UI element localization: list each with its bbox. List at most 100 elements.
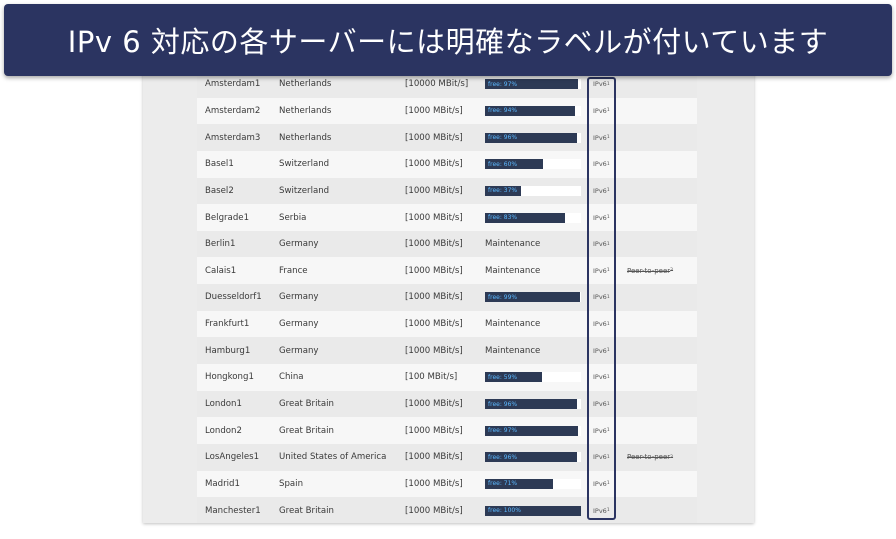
ipv6-text: IPv6 [593,106,607,115]
load-bar-label: free: 99% [488,293,518,301]
load-bar: free: 37% [485,185,581,196]
load-bar: free: 97% [485,79,581,90]
server-country: France [279,265,308,276]
server-name: London1 [205,399,242,409]
server-row: Basel1 Switzerland [1000 MBit/s] free: 60% I… [197,150,697,178]
load-bar: free: 97% [485,425,581,436]
p2p-footnote: 3 [670,454,674,460]
caption-banner: IPv 6 対応の各サーバーには明確なラベルが付いています [4,4,892,76]
load-bar-label: free: 97% [488,427,518,435]
load-bar-fill: free: 59% [485,372,542,383]
server-load: free: 99% [485,284,581,311]
server-country: Great Britain [279,425,334,436]
server-speed: [1000 MBit/s] [405,319,463,330]
load-bar-fill: free: 96% [485,132,578,143]
ipv6-footnote: 1 [606,215,610,221]
load-bar-label: free: 96% [488,134,518,142]
load-bar: free: 71% [485,478,581,489]
server-row: Manchester1 Great Britain [1000 MBit/s] fre… [197,497,697,523]
server-row: LosAngeles1 United States of America [1000… [197,443,697,471]
maintenance-label: Maintenance [485,265,541,276]
load-bar-label: free: 71% [488,480,518,488]
load-bar-label: free: 59% [488,373,518,381]
server-row: Berlin1 Germany [1000 MBit/s] Maintenance IP… [197,230,697,258]
ipv6-label: IPv6 1 [593,417,610,444]
server-name: Hamburg1 [205,345,251,356]
maintenance-label: Maintenance [485,319,541,330]
ipv6-footnote: 1 [606,428,610,434]
server-speed: [100 MBit/s] [405,372,458,383]
ipv6-text: IPv6 [593,426,607,435]
load-bar: free: 60% [485,159,581,170]
server-speed: [1000 MBit/s] [405,399,463,409]
server-load: free: 60% [485,151,581,178]
ipv6-label: IPv6 1 [593,364,610,391]
server-row: Amsterdam3 Netherlands [1000 MBit/s] free: … [197,124,697,151]
ipv6-label: IPv6 1 [593,284,610,311]
server-load: free: 71% [485,471,581,498]
load-bar-label: free: 100% [488,507,521,515]
load-bar: free: 99% [485,292,581,303]
ipv6-label: IPv6 1 [593,98,610,125]
ipv6-text: IPv6 [593,160,607,169]
load-bar-fill: free: 37% [485,185,521,196]
ipv6-footnote: 1 [606,188,610,194]
server-country: Netherlands [279,105,332,116]
server-row: Hongkong1 China [100 MBit/s] free: 59% IPv6 1 [197,364,697,391]
p2p-label: Peer-to-peer 3 [627,444,673,471]
server-load: Maintenance [485,257,581,284]
server-load: free: 100% [485,497,581,523]
ipv6-footnote: 1 [606,348,610,354]
server-speed: [1000 MBit/s] [405,505,463,516]
maintenance-label: Maintenance [485,239,541,250]
ipv6-text: IPv6 [593,346,607,355]
ipv6-label: IPv6 1 [593,71,610,98]
server-name: Amsterdam3 [205,132,261,143]
server-name: London2 [205,425,242,436]
ipv6-footnote: 1 [606,81,610,87]
ipv6-text: IPv6 [593,373,607,382]
server-country: Germany [279,319,319,330]
server-row: London2 Great Britain [1000 MBit/s] free: 9… [197,417,697,444]
ipv6-label: IPv6 1 [593,391,610,418]
server-row: Basel2 Switzerland [1000 MBit/s] free: 37% I… [197,177,697,205]
ipv6-footnote: 1 [606,108,610,114]
load-bar: free: 96% [485,399,581,409]
server-load: free: 59% [485,364,581,391]
server-load: Maintenance [485,311,581,338]
ipv6-label: IPv6 1 [593,497,610,523]
server-name: Belgrade1 [205,212,250,223]
ipv6-footnote: 1 [606,374,610,380]
server-name: Basel2 [205,185,234,196]
server-row: Duesseldorf1 Germany [1000 MBit/s] free: 99… [197,284,697,311]
ipv6-text: IPv6 [593,293,607,302]
ipv6-text: IPv6 [593,479,607,488]
ipv6-label: IPv6 1 [593,444,610,471]
server-name: Berlin1 [205,239,236,250]
p2p-label: Peer-to-peer 3 [627,257,673,284]
server-row: London1 Great Britain [1000 MBit/s] free: 9… [197,390,697,418]
load-bar-fill: free: 96% [485,452,578,463]
server-country: Serbia [279,212,307,223]
server-load: free: 97% [485,417,581,444]
server-row: Calais1 France [1000 MBit/s] Maintenance IPv… [197,257,697,285]
p2p-text: Peer-to-peer [627,453,671,462]
server-load: free: 96% [485,391,581,418]
server-country: United States of America [279,452,387,463]
ipv6-text: IPv6 [593,453,607,462]
ipv6-footnote: 1 [606,241,610,247]
server-row: Amsterdam2 Netherlands [1000 MBit/s] free: … [197,97,697,125]
server-country: Netherlands [279,132,332,143]
server-row: Hamburg1 Germany [1000 MBit/s] Maintenance I… [197,337,697,365]
server-country: Germany [279,239,319,250]
load-bar-fill: free: 100% [485,505,581,516]
load-bar-fill: free: 83% [485,212,565,223]
load-bar-label: free: 60% [488,160,518,168]
server-name: Amsterdam1 [205,79,261,90]
ipv6-footnote: 1 [606,481,610,487]
ipv6-text: IPv6 [593,133,607,142]
server-country: Netherlands [279,79,332,90]
ipv6-label: IPv6 1 [593,231,610,258]
server-load: free: 96% [485,444,581,471]
server-speed: [1000 MBit/s] [405,239,463,250]
